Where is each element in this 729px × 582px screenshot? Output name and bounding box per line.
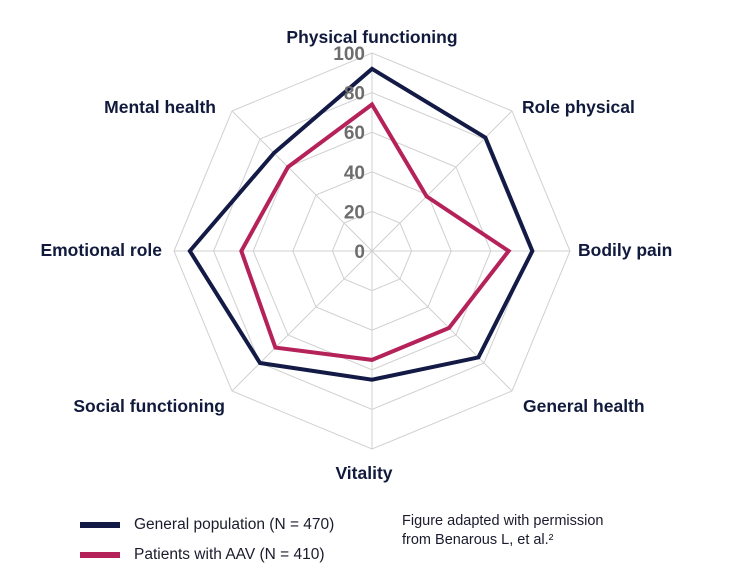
axis-label-bodily-pain: Bodily pain [578,240,672,260]
axis-label-social-functioning: Social functioning [73,396,225,416]
tick-label-40: 40 [344,163,365,184]
legend-item-patients-aav: Patients with AAV (N = 410) [80,540,334,570]
tick-label-80: 80 [344,84,365,105]
grid-spoke-7 [231,110,373,252]
legend-item-general-population: General population (N = 470) [80,510,334,540]
axis-labels: Physical functioning Role physical Bodily … [40,27,672,483]
tick-label-20: 20 [344,202,365,223]
legend-label-general-population: General population (N = 470) [134,516,335,533]
radial-tick-labels: 0 20 40 60 80 100 [333,44,365,263]
figure-attribution-note: Figure adapted with permission from Bena… [402,513,604,548]
legend-swatch-general-population [80,522,120,528]
axis-label-mental-health: Mental health [104,97,216,117]
series-line-general-population [187,66,535,382]
axis-label-vitality: Vitality [335,463,392,483]
radar-series [187,66,535,382]
tick-label-100: 100 [333,44,365,65]
axis-label-emotional-role: Emotional role [40,240,162,260]
radar-chart: 0 20 40 60 80 100 Physical functioning Role ph… [40,27,672,483]
axis-label-general-health: General health [523,396,645,416]
axis-label-role-physical: Role physical [522,97,635,117]
legend-swatch-patients-aav [80,552,120,558]
tick-label-0: 0 [354,242,365,263]
tick-label-60: 60 [344,123,365,144]
legend-label-patients-aav: Patients with AAV (N = 410) [134,546,325,563]
axis-label-physical-functioning: Physical functioning [286,27,457,47]
legend: General population (N = 470) Patients wi… [80,510,334,570]
series-line-patients-aav [239,101,512,362]
grid-spoke-3 [371,250,513,392]
grid-spoke-1 [371,110,513,252]
grid-spoke-5 [231,250,373,392]
